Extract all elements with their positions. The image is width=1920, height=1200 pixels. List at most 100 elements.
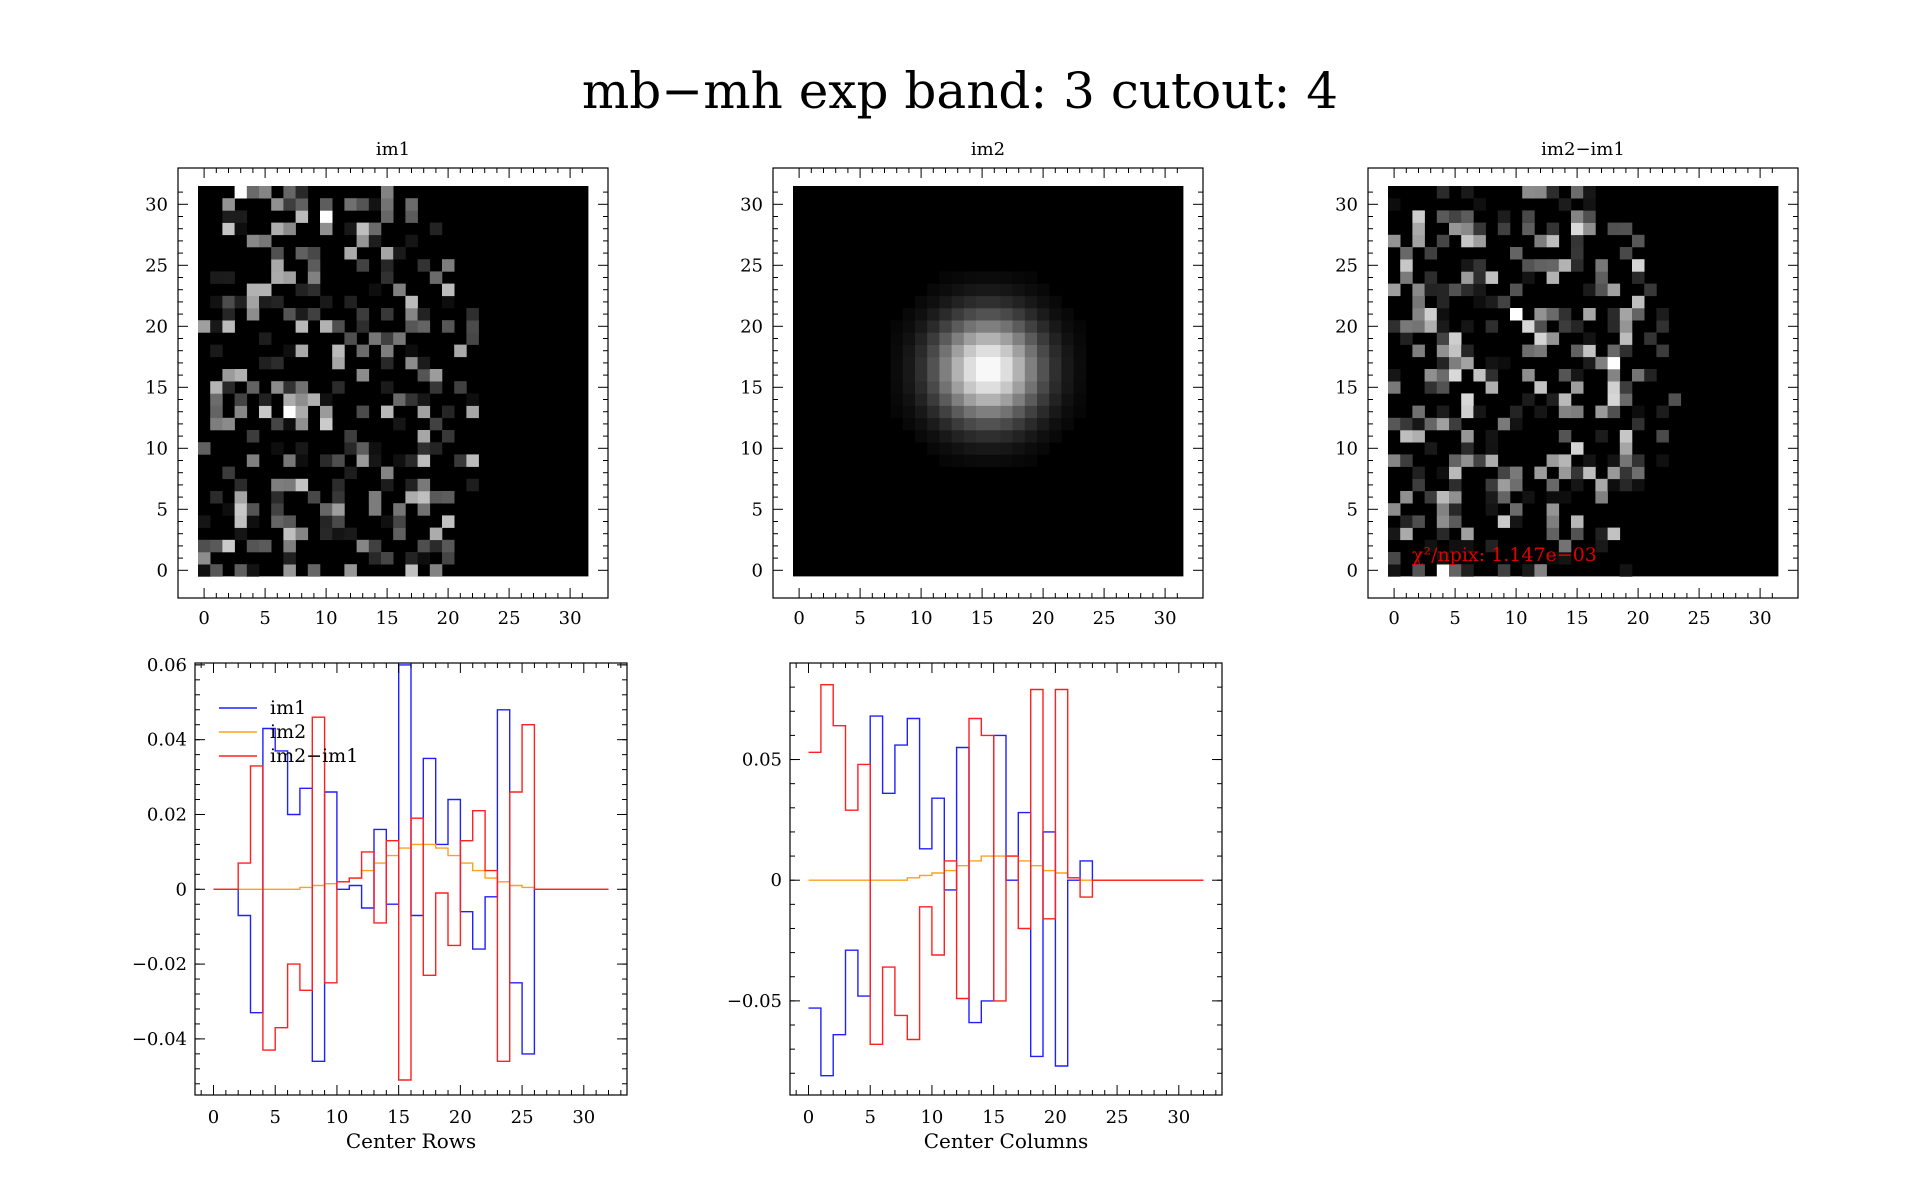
image-pixel xyxy=(927,295,940,309)
panel-title-im1: im1 xyxy=(376,139,410,160)
image-pixel xyxy=(976,417,989,431)
image-pixel xyxy=(1388,234,1401,248)
image-pixel xyxy=(259,332,272,345)
image-pixel xyxy=(951,295,965,309)
image-pixel xyxy=(927,344,940,358)
image-pixel xyxy=(405,356,418,370)
image-im1 xyxy=(198,186,589,577)
image-pixel xyxy=(890,356,904,370)
image-pixel xyxy=(1424,308,1438,321)
image-pixel xyxy=(1049,381,1062,394)
image-pixel xyxy=(1558,454,1572,467)
image-pixel xyxy=(1558,320,1572,333)
image-pixel xyxy=(1012,393,1026,406)
image-pixel xyxy=(234,564,248,577)
image-pixel xyxy=(405,234,418,248)
image-pixel xyxy=(210,393,223,406)
image-pixel xyxy=(963,295,977,309)
image-pixel xyxy=(417,552,431,565)
image-pixel xyxy=(1461,356,1474,370)
image-pixel xyxy=(1000,430,1013,443)
image-pixel xyxy=(356,539,370,553)
x-tick-label: 25 xyxy=(1093,608,1116,629)
image-pixel xyxy=(1607,381,1621,394)
x-tick-label: 5 xyxy=(270,1107,281,1128)
image-pixel xyxy=(1449,478,1462,492)
image-pixel xyxy=(1424,369,1438,382)
image-pixel xyxy=(393,332,406,345)
image-pixel xyxy=(1461,259,1474,272)
image-pixel xyxy=(915,295,928,309)
image-pixel xyxy=(417,454,431,467)
image-pixel xyxy=(1583,466,1596,480)
image-pixel xyxy=(1436,369,1450,382)
image-pixel xyxy=(1571,369,1584,382)
image-pixel xyxy=(356,454,370,467)
image-pixel xyxy=(1012,308,1026,321)
image-pixel xyxy=(976,393,989,406)
image-pixel xyxy=(939,283,952,297)
image-pixel xyxy=(915,308,928,321)
image-pixel xyxy=(356,320,370,333)
image-pixel xyxy=(356,234,370,248)
image-pixel xyxy=(939,393,952,406)
y-tick-label: −0.04 xyxy=(132,1029,187,1050)
image-pixel xyxy=(902,332,916,345)
image-pixel xyxy=(1061,320,1074,333)
image-pixel xyxy=(988,332,1001,345)
image-pixel xyxy=(1049,320,1062,333)
image-pixel xyxy=(939,295,952,309)
image-pixel xyxy=(1619,393,1633,406)
image-pixel xyxy=(1024,320,1038,333)
image-pixel xyxy=(1449,503,1462,516)
image-pixel xyxy=(1436,405,1450,419)
image-pixel xyxy=(222,210,235,223)
image-pixel xyxy=(1012,283,1026,297)
x-tick-label: 5 xyxy=(854,608,865,629)
image-pixel xyxy=(368,491,382,504)
image-pixel xyxy=(1497,466,1511,480)
image-pixel xyxy=(1449,210,1462,223)
image-pixel xyxy=(417,539,431,553)
image-pixel xyxy=(988,381,1001,394)
image-pixel xyxy=(283,405,296,419)
image-pixel xyxy=(1534,332,1547,345)
image-pixel xyxy=(927,393,940,406)
image-pixel xyxy=(1571,515,1584,528)
image-pixel xyxy=(332,381,345,394)
image-pixel xyxy=(1497,564,1511,577)
image-pixel xyxy=(1583,283,1596,297)
x-tick-label: 5 xyxy=(1449,608,1460,629)
series-line-im1 xyxy=(213,664,609,1062)
image-pixel xyxy=(1595,356,1608,370)
image-pixel xyxy=(222,381,235,394)
image-pixel xyxy=(405,393,418,406)
image-pixel xyxy=(1436,356,1450,370)
image-pixel xyxy=(988,454,1001,467)
image-pixel xyxy=(417,356,431,370)
image-pixel xyxy=(927,430,940,443)
image-pixel xyxy=(915,332,928,345)
image-pixel xyxy=(332,491,345,504)
image-pixel xyxy=(939,369,952,382)
image-pixel xyxy=(1473,369,1486,382)
image-pixel xyxy=(976,344,989,358)
image-pixel xyxy=(234,393,248,406)
image-pixel xyxy=(307,393,321,406)
image-pixel xyxy=(1024,295,1038,309)
image-pixel xyxy=(1000,442,1013,455)
x-tick-label: 20 xyxy=(1044,1107,1067,1128)
image-pixel xyxy=(222,466,235,480)
axes-diff: 0 0 5 5 10 10 15 15 20 20 25 25 30 30 xyxy=(1335,168,1798,629)
image-pixel xyxy=(1449,539,1462,553)
x-tick-label: 20 xyxy=(1032,608,1055,629)
image-pixel xyxy=(963,356,977,370)
image-pixel xyxy=(466,405,479,419)
image-pixel xyxy=(1607,393,1621,406)
image-pixel xyxy=(939,381,952,394)
image-pixel xyxy=(915,344,928,358)
image-pixel xyxy=(307,491,321,504)
image-pixel xyxy=(1412,564,1425,577)
image-pixel xyxy=(295,405,309,419)
image-pixel xyxy=(234,478,248,492)
